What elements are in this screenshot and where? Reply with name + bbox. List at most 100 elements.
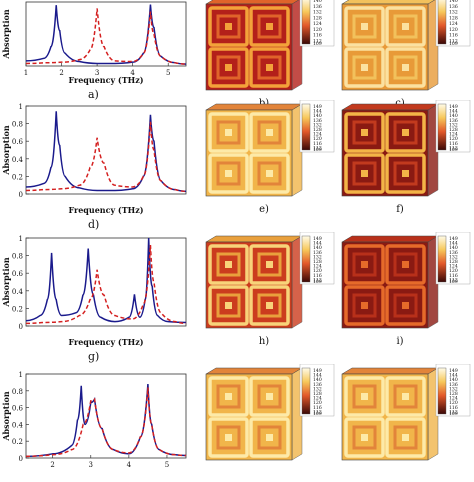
scale-tick-label: 144: [313, 109, 322, 115]
unit-cell-ring: [208, 244, 249, 285]
scale-tick-label: 136: [313, 4, 322, 10]
y-axis-label: Absorption: [1, 257, 11, 308]
unit-cell-core: [266, 393, 273, 400]
block-top-face: [341, 0, 436, 5]
y-tick-label: 0.6: [12, 138, 24, 146]
block-front-face: [341, 109, 429, 197]
block-front-face: [205, 241, 293, 329]
block-top-face: [341, 235, 439, 243]
scale-tick-label: 120: [449, 268, 458, 274]
unit-cell-inner-ring: [352, 384, 377, 409]
y-tick-label: 0.2: [12, 305, 23, 313]
series-line-solid: [25, 111, 187, 193]
color-scale-bar: [437, 235, 447, 283]
scale-tick-label: 124: [313, 132, 322, 138]
unit-cell-inner-ring: [393, 293, 418, 318]
y-tick-label: 1: [19, 235, 23, 243]
scale-tick-label: 144: [313, 241, 322, 247]
block-top-face: [205, 367, 303, 375]
scale-tick-label: 109: [313, 411, 322, 417]
scale-tick-label: 149: [449, 236, 458, 242]
unit-cell-inner-ring: [216, 55, 241, 80]
scale-tick-label: 124: [313, 396, 322, 402]
unit-cell-inner-ring: [216, 14, 241, 39]
scale-tick-label: 136: [313, 250, 322, 256]
scale-tick-label: 128: [313, 259, 322, 265]
y-tick-label: 0: [19, 323, 23, 331]
block-top-face: [341, 103, 439, 111]
scale-tick-label: 109: [313, 279, 322, 285]
scale-tick-label: 112: [313, 409, 322, 415]
unit-cell-core: [361, 393, 368, 400]
scale-tick-label: 124: [449, 132, 458, 138]
unit-cell-ring: [385, 6, 426, 47]
panel-label: f): [396, 204, 404, 215]
unit-cell-inner-ring: [393, 384, 418, 409]
scale-tick-label: 120: [313, 136, 322, 142]
color-scale-bar: [301, 103, 311, 151]
scale-tick-label: 136: [449, 382, 458, 388]
unit-cell-core: [361, 261, 368, 268]
scale-tick-label: 128: [449, 127, 458, 133]
scale-tick-label: 140: [313, 245, 322, 251]
unit-cell-inner-ring: [216, 252, 241, 277]
y-axis-label: Absorption: [1, 391, 11, 442]
scale-tick-label: 116: [449, 141, 458, 147]
scale-tick-label: 124: [313, 264, 322, 270]
scale-tick-label: 140: [449, 377, 458, 383]
block-top-face: [341, 367, 439, 375]
x-tick-label: 2: [59, 69, 63, 77]
scale-tick-label: 144: [449, 241, 458, 247]
y-tick-label: 0.2: [12, 438, 23, 446]
scale-tick-label: 124: [449, 264, 458, 270]
unit-cell-ring: [344, 376, 385, 417]
scale-tick-label: 128: [313, 391, 322, 397]
panel-label: e): [259, 204, 269, 215]
scale-tick-label: 132: [313, 386, 322, 392]
unit-cell-ring: [344, 244, 385, 285]
unit-cell-ring: [249, 153, 290, 194]
scale-tick-label: 120: [449, 400, 458, 406]
series-line-solid: [25, 384, 187, 458]
unit-cell-ring: [208, 153, 249, 194]
unit-cell-core: [402, 434, 409, 441]
plot-panel-d: 0 0.2 0.4 0.6 0.8 1 Absorption Frequency (THz) …: [0, 100, 190, 232]
unit-cell-inner-ring: [216, 425, 241, 450]
x-tick-label: 4: [130, 69, 135, 77]
scale-tick-label: 149: [313, 104, 322, 110]
x-tick-label: 3: [89, 461, 93, 469]
scale-tick-label: 132: [449, 10, 458, 16]
unit-cell-core: [225, 302, 232, 309]
unit-cell-ring: [344, 112, 385, 153]
unit-cell-ring: [385, 376, 426, 417]
unit-cell-inner-ring: [352, 425, 377, 450]
scale-tick-label: 140: [449, 245, 458, 251]
scale-tick-label: 136: [313, 118, 322, 124]
scale-tick-label: 132: [313, 122, 322, 128]
panel-label: h): [259, 336, 269, 347]
x-tick-label: 3: [95, 69, 99, 77]
block-front-face: [341, 241, 429, 329]
plot-panel-a: 1 2 3 4 5 Absorption Frequency (THz) a): [0, 0, 190, 105]
unit-cell-core: [266, 261, 273, 268]
scale-tick-label: 112: [313, 38, 322, 44]
scale-tick-label: 136: [313, 382, 322, 388]
series-line-dashed: [25, 8, 187, 65]
y-tick-label: 0.2: [12, 173, 23, 181]
scale-tick-label: 109: [449, 279, 458, 285]
unit-cell-inner-ring: [216, 384, 241, 409]
unit-cell-inner-ring: [352, 14, 377, 39]
unit-cell-ring: [385, 47, 426, 88]
unit-cell-inner-ring: [216, 120, 241, 145]
scale-tick-label: 120: [313, 400, 322, 406]
color-scale-bar: [437, 103, 447, 151]
x-tick-label: 2: [50, 461, 54, 469]
unit-cell-ring: [385, 153, 426, 194]
scale-tick-label: 116: [313, 141, 322, 147]
scale-tick-label: 132: [449, 386, 458, 392]
unit-cell-inner-ring: [393, 120, 418, 145]
unit-cell-core: [225, 434, 232, 441]
